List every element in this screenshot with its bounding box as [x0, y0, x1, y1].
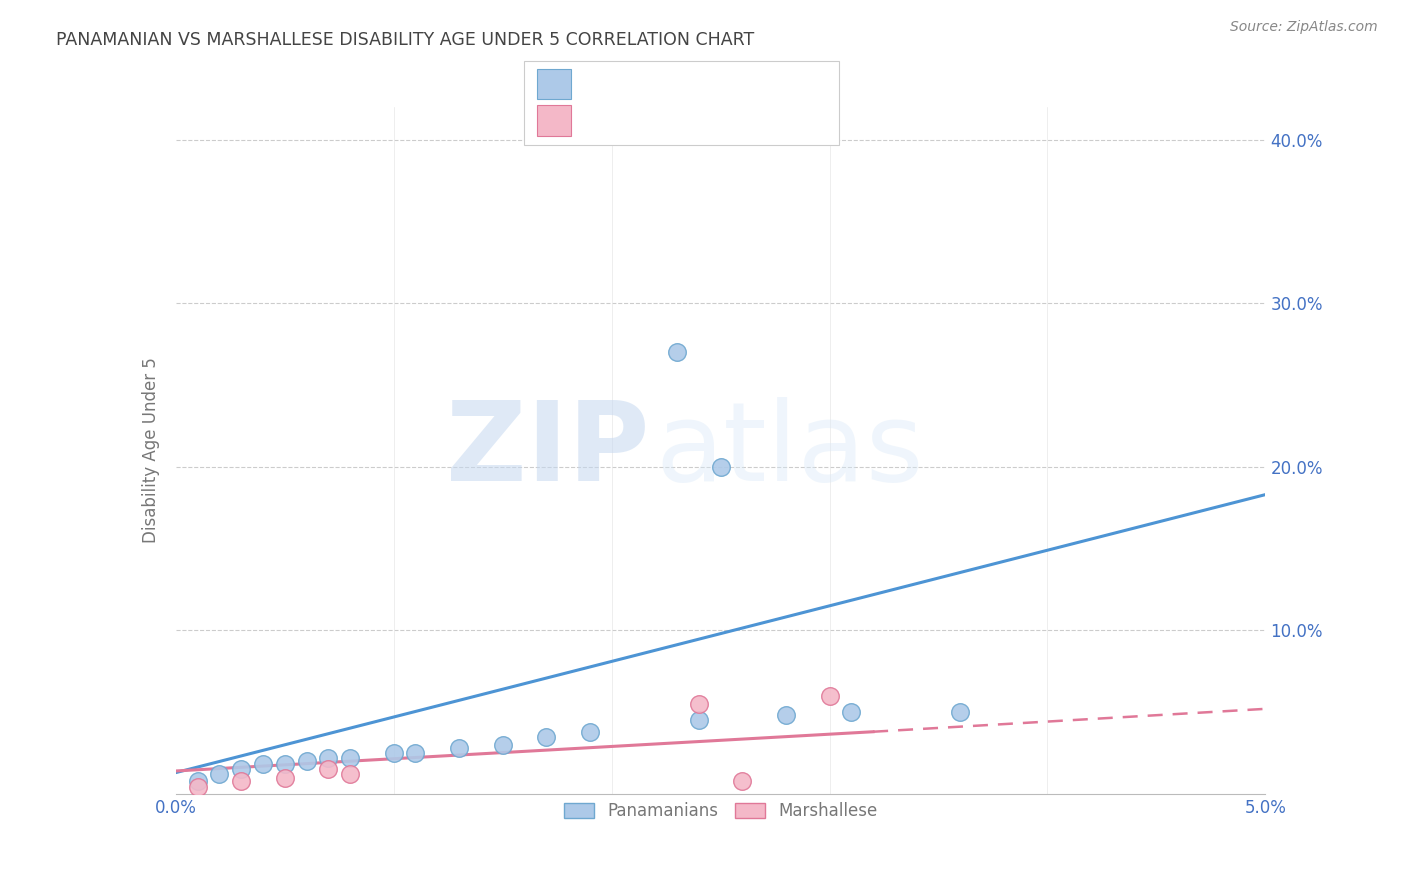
Point — [731, 773, 754, 788]
Text: PANAMANIAN VS MARSHALLESE DISABILITY AGE UNDER 5 CORRELATION CHART: PANAMANIAN VS MARSHALLESE DISABILITY AGE… — [56, 31, 755, 49]
Point — [447, 741, 470, 756]
Point — [274, 757, 297, 772]
Point — [688, 697, 710, 711]
Point — [666, 345, 689, 359]
Text: R = 0.370: R = 0.370 — [581, 77, 664, 95]
Point — [231, 773, 253, 788]
Text: ZIP: ZIP — [446, 397, 650, 504]
Text: Source: ZipAtlas.com: Source: ZipAtlas.com — [1230, 20, 1378, 34]
Point — [841, 705, 863, 719]
Point — [534, 730, 557, 744]
Point — [186, 780, 209, 795]
Point — [382, 746, 405, 760]
Text: N =  7: N = 7 — [714, 113, 766, 131]
Point — [231, 762, 253, 776]
Point — [295, 754, 318, 768]
Point — [186, 773, 209, 788]
Point — [710, 459, 733, 474]
Point — [775, 708, 797, 723]
Point — [208, 767, 231, 781]
Text: N = 16: N = 16 — [714, 77, 772, 95]
Point — [492, 738, 515, 752]
Point — [274, 771, 297, 785]
Point — [405, 746, 427, 760]
Text: R = 0.565: R = 0.565 — [581, 113, 664, 131]
Point — [949, 705, 972, 719]
Point — [579, 724, 602, 739]
Point — [818, 689, 841, 703]
Point — [339, 751, 361, 765]
Text: atlas: atlas — [655, 397, 924, 504]
Point — [252, 757, 274, 772]
Point — [318, 762, 340, 776]
Point — [339, 767, 361, 781]
Legend: Panamanians, Marshallese: Panamanians, Marshallese — [557, 796, 884, 827]
Point — [688, 714, 710, 728]
Point — [318, 751, 340, 765]
Y-axis label: Disability Age Under 5: Disability Age Under 5 — [142, 358, 160, 543]
